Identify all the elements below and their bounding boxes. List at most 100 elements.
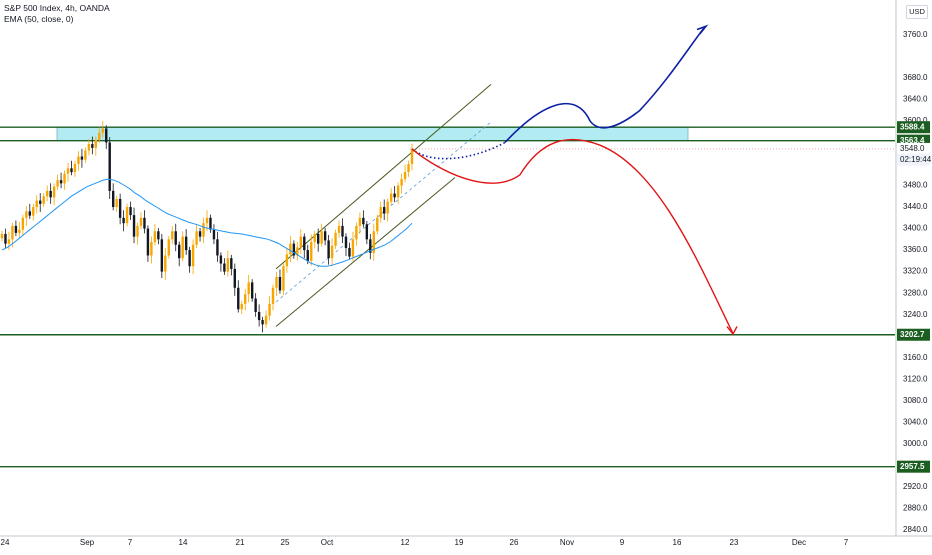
candle-body[interactable] [101,128,104,133]
candle-body[interactable] [348,247,351,257]
candle-body[interactable] [28,211,31,216]
candle-body[interactable] [261,320,264,325]
candle-body[interactable] [129,207,132,216]
candle-body[interactable] [73,164,77,173]
candle-body[interactable] [178,244,181,259]
price-tag[interactable] [897,328,930,341]
candle-body[interactable] [299,236,303,248]
candle-body[interactable] [337,225,341,233]
candle-body[interactable] [49,190,52,198]
candle-body[interactable] [14,225,18,233]
candle-body[interactable] [323,231,327,241]
candle-body[interactable] [372,231,375,253]
candle-body[interactable] [264,315,268,325]
candle-body[interactable] [7,239,11,244]
candle-body[interactable] [292,243,296,256]
candle-body[interactable] [202,223,205,237]
candle-body[interactable] [386,201,389,214]
candle-body[interactable] [282,266,285,291]
candle-body[interactable] [18,229,21,233]
candle-body[interactable] [310,242,313,261]
candle-body[interactable] [212,229,216,240]
candle-body[interactable] [358,217,362,226]
candle-body[interactable] [250,282,254,299]
candle-body[interactable] [25,211,28,218]
candle-body[interactable] [42,196,45,204]
candle-body[interactable] [188,250,191,267]
candle-body[interactable] [240,303,243,310]
candle-body[interactable] [226,258,230,272]
candle-body[interactable] [157,231,160,240]
candle-body[interactable] [21,217,25,230]
candle-body[interactable] [389,193,393,202]
price-tag[interactable] [897,142,930,155]
price-tag[interactable] [897,121,930,134]
candle-body[interactable] [278,277,282,291]
candle-body[interactable] [52,186,56,198]
candle-body[interactable] [327,240,330,259]
candle-body[interactable] [296,247,299,256]
candle-body[interactable] [268,303,271,316]
candle-body[interactable] [316,233,320,244]
candle-body[interactable] [11,225,14,240]
resistance-zone[interactable] [56,126,689,142]
candle-body[interactable] [216,239,219,256]
candle-body[interactable] [167,239,170,256]
candle-body[interactable] [184,236,188,251]
candle-body[interactable] [32,207,35,216]
candle-body[interactable] [400,179,403,186]
candle-body[interactable] [84,150,87,160]
bull-projection-dotted[interactable] [411,141,506,160]
candle-body[interactable] [379,207,382,218]
candle-body[interactable] [410,148,414,164]
candle-body[interactable] [254,298,257,312]
candle-body[interactable] [383,207,386,214]
candle-body[interactable] [237,287,240,310]
candle-body[interactable] [233,268,236,288]
candle-body[interactable] [111,190,115,208]
candle-body[interactable] [118,198,122,218]
bull-projection-line[interactable] [504,26,706,144]
candle-body[interactable] [365,224,369,240]
channel-upper-line[interactable] [275,83,492,270]
candle-body[interactable] [181,236,184,259]
candle-body[interactable] [285,254,289,267]
candle-body[interactable] [195,231,198,245]
candle-body[interactable] [313,233,316,243]
candle-body[interactable] [87,144,91,151]
candle-body[interactable] [219,255,223,264]
candle-body[interactable] [132,215,136,237]
candle-body[interactable] [369,239,372,253]
candle-body[interactable] [59,180,63,184]
candle-body[interactable] [407,164,410,173]
price-tag[interactable] [897,153,930,166]
candle-body[interactable] [115,198,118,208]
indicator-label[interactable]: EMA (50, close, 0) [4,14,74,24]
candle-body[interactable] [77,156,80,164]
candle-body[interactable] [153,231,157,243]
candle-body[interactable] [205,217,209,224]
candle-body[interactable] [289,243,292,255]
candle-body[interactable] [306,250,309,261]
candle-body[interactable] [80,156,84,160]
candle-body[interactable] [146,228,150,256]
candle-body[interactable] [136,225,139,237]
candle-body[interactable] [198,231,202,237]
candle-body[interactable] [223,263,226,272]
candle-body[interactable] [160,239,164,272]
candle-body[interactable] [362,217,365,225]
candle-body[interactable] [230,258,233,269]
candle-body[interactable] [108,142,111,191]
candle-body[interactable] [70,168,73,173]
candle-body[interactable] [303,236,306,251]
candle-body[interactable] [396,185,400,198]
candle-body[interactable] [45,190,49,197]
channel-lower-line[interactable] [275,177,456,327]
candle-body[interactable] [393,193,396,198]
candle-body[interactable] [94,139,98,148]
candle-body[interactable] [143,217,146,229]
candle-body[interactable] [275,277,278,288]
candle-body[interactable] [191,244,195,267]
